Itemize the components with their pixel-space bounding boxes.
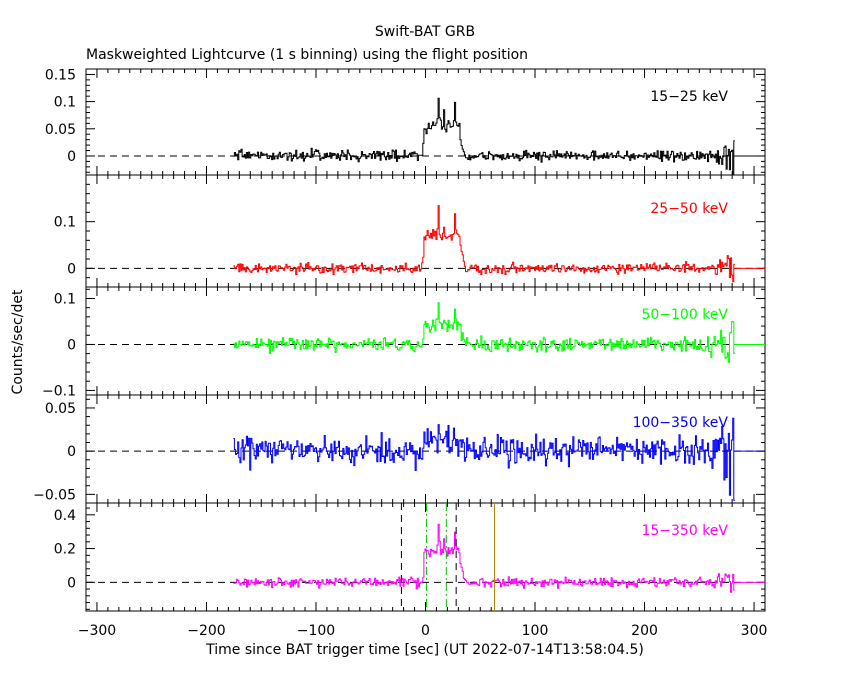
panel-5: 0 0.2 0.4 15−350 keV −300 −200 −100 0 100 200 300: [54, 502, 768, 639]
panel-frame: [85, 394, 766, 504]
band-label: 25−50 keV: [650, 201, 728, 217]
panel-frame: [85, 502, 766, 612]
panel-4: −0.05 0 0.05 100−350 keV: [33, 394, 766, 504]
y-tick-label: 0.15: [45, 67, 76, 83]
y-tick-label: 0: [67, 444, 76, 460]
y-tick-label: 0.1: [54, 95, 76, 111]
y-axis-label: Counts/sec/det: [10, 289, 26, 394]
lightcurve-series: [233, 523, 735, 593]
panel-2: 0 0.1 25−50 keV: [54, 174, 766, 288]
y-tick-label: 0.1: [54, 215, 76, 231]
x-tick-label: 100: [522, 623, 549, 639]
x-tick-label: 0: [421, 623, 430, 639]
y-tick-label: 0.05: [45, 122, 76, 138]
panel-1: 0 0.05 0.1 0.15 15−25 keV: [45, 67, 766, 176]
band-label: 15−350 keV: [641, 523, 728, 539]
x-tick-label: −300: [78, 623, 116, 639]
y-tick-label: 0.05: [45, 401, 76, 417]
band-label: 100−350 keV: [633, 415, 729, 431]
x-axis-label: Time since BAT trigger time [sec] (UT 20…: [205, 642, 644, 658]
chart-title: Swift-BAT GRB: [375, 24, 475, 40]
y-tick-label: 0: [67, 337, 76, 353]
lightcurve-series: [233, 205, 735, 283]
x-tick-label: −200: [187, 623, 225, 639]
y-tick-label: 0.1: [54, 291, 76, 307]
lightcurve-series: [233, 417, 735, 501]
lightcurve-series: [233, 97, 735, 176]
band-label: 15−25 keV: [650, 89, 728, 105]
panel-frame: [85, 68, 766, 176]
lightcurve-series: [233, 302, 735, 363]
panel-frame: [85, 174, 766, 288]
y-tick-label: 0: [67, 261, 76, 277]
y-tick-label: −0.1: [42, 383, 76, 399]
panel-3: −0.1 0 0.1 50−100 keV: [42, 286, 766, 399]
chart-subtitle: Maskweighted Lightcurve (1 s binning) us…: [86, 47, 528, 63]
panel-frame: [85, 286, 766, 396]
x-tick-label: 300: [741, 623, 768, 639]
x-tick-label: −100: [297, 623, 335, 639]
y-tick-label: 0: [67, 149, 76, 165]
band-label: 50−100 keV: [641, 307, 728, 323]
y-tick-label: −0.05: [33, 487, 76, 503]
x-tick-label: 200: [631, 623, 658, 639]
y-tick-label: 0: [67, 575, 76, 591]
y-tick-label: 0.4: [54, 508, 76, 524]
y-tick-label: 0.2: [54, 542, 76, 558]
